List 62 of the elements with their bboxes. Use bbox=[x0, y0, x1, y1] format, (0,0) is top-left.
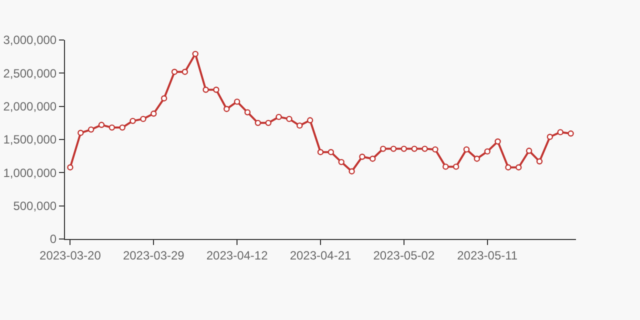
point bbox=[265, 120, 272, 126]
x-tick-label: 2023-05-11 bbox=[457, 248, 518, 262]
point bbox=[119, 124, 126, 131]
point bbox=[536, 158, 543, 164]
point bbox=[370, 156, 376, 162]
point bbox=[463, 146, 470, 153]
y-tick-label: 500,000 bbox=[13, 199, 57, 214]
point bbox=[202, 86, 209, 93]
point bbox=[494, 138, 501, 145]
point bbox=[98, 122, 105, 128]
x-tick-label: 2023-04-21 bbox=[290, 248, 352, 262]
y-tick-label: 0 bbox=[50, 232, 57, 246]
point bbox=[160, 95, 168, 102]
point bbox=[359, 154, 366, 160]
point bbox=[140, 116, 146, 122]
point bbox=[442, 164, 449, 170]
point bbox=[224, 106, 230, 112]
y-tick-label: 1,500,000 bbox=[3, 132, 57, 147]
x-tick-label: 2023-03-20 bbox=[40, 248, 102, 262]
point bbox=[546, 134, 554, 140]
point bbox=[213, 86, 220, 93]
x-tick-label: 2023-04-12 bbox=[206, 248, 268, 262]
point bbox=[286, 116, 292, 122]
point bbox=[557, 129, 564, 136]
y-tick-label: 1,000,000 bbox=[3, 166, 57, 180]
point bbox=[67, 164, 74, 170]
y-tick-label: 2,500,000 bbox=[3, 66, 57, 80]
point bbox=[78, 130, 84, 136]
y-tick-label: 2,000,000 bbox=[3, 100, 57, 114]
point bbox=[234, 98, 240, 105]
point bbox=[484, 148, 490, 155]
point bbox=[306, 117, 314, 124]
point bbox=[526, 148, 532, 154]
point bbox=[254, 120, 262, 126]
point bbox=[296, 122, 303, 129]
x-tick-label: 2023-05-02 bbox=[373, 248, 435, 262]
point bbox=[276, 114, 282, 120]
point bbox=[171, 68, 178, 75]
point bbox=[390, 146, 397, 152]
point bbox=[432, 146, 438, 153]
point bbox=[182, 68, 188, 75]
point bbox=[328, 149, 334, 156]
point bbox=[568, 130, 574, 137]
point bbox=[452, 164, 460, 170]
point bbox=[192, 50, 198, 58]
point bbox=[380, 146, 386, 152]
point bbox=[400, 146, 408, 152]
point bbox=[150, 110, 157, 117]
point bbox=[108, 124, 116, 131]
point bbox=[474, 156, 480, 162]
point bbox=[505, 164, 512, 170]
point bbox=[244, 109, 251, 116]
y-tick-label: 3,000,000 bbox=[3, 33, 57, 48]
point bbox=[88, 126, 94, 133]
point bbox=[348, 168, 355, 174]
point bbox=[516, 164, 522, 170]
point bbox=[130, 118, 136, 124]
point bbox=[317, 149, 324, 156]
point bbox=[411, 146, 418, 152]
point bbox=[422, 146, 428, 152]
x-tick-label: 2023-03-29 bbox=[122, 248, 185, 262]
point bbox=[338, 158, 344, 166]
